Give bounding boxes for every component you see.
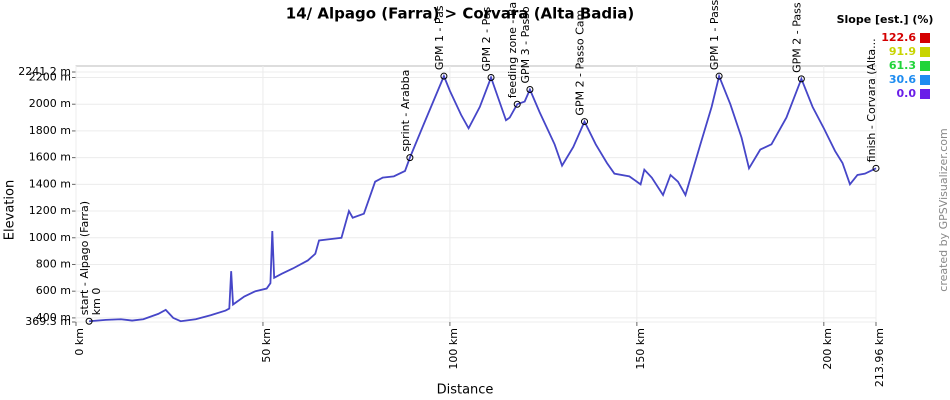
waypoint-label: feeding zone - Ba — [506, 2, 519, 98]
y-tick-label: 369.3 m — [25, 315, 71, 328]
waypoint-label: GPM 3 - Passo — [519, 6, 532, 83]
legend-label: 122.6 — [881, 31, 916, 44]
waypoint-marker — [85, 317, 93, 325]
waypoint-marker — [797, 75, 805, 83]
y-tick-label: 2200 m — [29, 71, 71, 84]
waypoint-label: finish - Corvara (Alta... — [865, 38, 878, 162]
waypoint-label: GPM 1 - Pass — [708, 0, 721, 70]
legend-label: 91.9 — [889, 45, 916, 58]
waypoint-marker — [440, 72, 448, 80]
y-axis-label: Elevation — [3, 180, 18, 240]
credit: created by GPSVisualizer.com — [937, 128, 950, 291]
legend-label: 30.6 — [889, 73, 916, 86]
x-tick-label: 50 km — [260, 328, 273, 363]
waypoint-marker — [581, 118, 589, 126]
waypoint-marker — [487, 74, 495, 82]
legend-swatch — [920, 89, 930, 99]
waypoint-marker — [513, 100, 521, 108]
y-tick-label: 800 m — [36, 257, 71, 270]
legend-title: Slope [est.] (%) — [837, 13, 934, 26]
waypoint-label: GPM 2 - Pas — [480, 7, 493, 72]
waypoint-marker — [872, 164, 880, 172]
waypoint-marker — [406, 154, 414, 162]
y-tick-label: 400 m — [36, 311, 71, 324]
waypoint-label: GPM 1 - Pas — [433, 5, 446, 70]
x-tick-label: 200 km — [821, 328, 834, 370]
legend-swatch — [920, 47, 930, 57]
waypoint-label: sprint - Arabba — [399, 70, 412, 152]
waypoint-sublabel: km 0 — [90, 288, 103, 316]
legend-swatch — [920, 61, 930, 71]
legend-swatch — [920, 75, 930, 85]
legend-label: 0.0 — [897, 87, 917, 100]
y-tick-label: 1800 m — [29, 124, 71, 137]
y-tick-label: 600 m — [36, 284, 71, 297]
y-tick-label: 2241.2 m — [18, 65, 71, 78]
waypoint-marker — [715, 72, 723, 80]
chart-title: 14/ Alpago (Farra) > Corvara (Alta Badia… — [286, 5, 634, 23]
x-tick-label: 100 km — [447, 328, 460, 370]
waypoint-label: GPM 2 - Pass — [790, 2, 803, 73]
y-tick-label: 1000 m — [29, 231, 71, 244]
legend-label: 61.3 — [889, 59, 916, 72]
x-tick-label: 213.96 km — [873, 328, 886, 387]
y-tick-label: 2000 m — [29, 97, 71, 110]
elevation-line — [89, 73, 877, 323]
y-tick-label: 1400 m — [29, 177, 71, 190]
x-axis-label: Distance — [437, 383, 494, 398]
legend-swatch — [920, 33, 930, 43]
y-tick-label: 1200 m — [29, 204, 71, 217]
x-tick-label: 150 km — [634, 328, 647, 370]
waypoint-label: start - Alpago (Farra) — [78, 201, 91, 315]
waypoint-marker — [526, 86, 534, 94]
waypoint-label: GPM 2 - Passo Cam — [574, 10, 587, 116]
y-tick-label: 1600 m — [29, 151, 71, 164]
x-tick-label: 0 km — [73, 328, 86, 356]
